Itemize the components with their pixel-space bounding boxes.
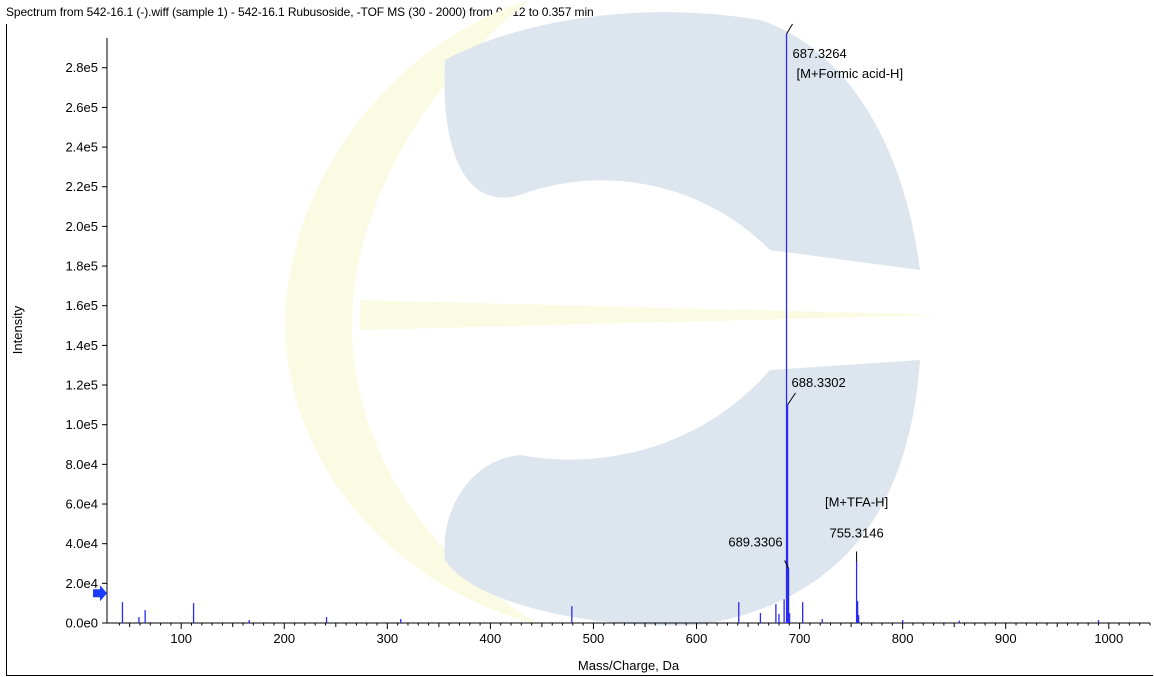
y-axis: 0.0e0 2.0e4 4.0e4 6.0e4 8.0e4 1.0e5 1.2e5 1.4e5… bbox=[65, 38, 108, 631]
annotation-leader bbox=[784, 560, 790, 569]
x-tick-label: 400 bbox=[480, 631, 502, 646]
x-tick-label: 600 bbox=[686, 631, 708, 646]
y-tick-label: 2.0e5 bbox=[65, 219, 98, 234]
y-tick-label: 1.4e5 bbox=[65, 338, 98, 353]
y-tick-label: 2.2e5 bbox=[65, 179, 98, 194]
x-tick-label: 100 bbox=[170, 631, 192, 646]
arrow-right-icon bbox=[93, 585, 107, 602]
y-tick-label: 1.2e5 bbox=[65, 378, 98, 393]
peak-sublabel: [M+TFA-H] bbox=[825, 495, 888, 510]
y-axis-label: Intensity bbox=[10, 305, 25, 354]
x-tick-label: 800 bbox=[892, 631, 914, 646]
y-tick-label: 2.4e5 bbox=[65, 140, 98, 155]
watermark-yellow-beam bbox=[360, 300, 945, 330]
peak-label: 755.3146 bbox=[829, 526, 883, 541]
peak-annotations: 687.3264 [M+Formic acid-H] 688.3302 689.330… bbox=[728, 23, 904, 569]
x-tick-label: 900 bbox=[995, 631, 1017, 646]
peak-label: 688.3302 bbox=[792, 375, 846, 390]
annotation-leader bbox=[786, 23, 793, 35]
watermark-yellow-shape bbox=[285, 0, 540, 625]
chart-frame bbox=[6, 24, 1153, 676]
x-tick-label: 700 bbox=[789, 631, 811, 646]
x-tick-label: 300 bbox=[376, 631, 398, 646]
peak-sublabel: [M+Formic acid-H] bbox=[797, 66, 904, 81]
chart-title: Spectrum from 542-16.1 (-).wiff (sample … bbox=[6, 5, 594, 19]
x-axis: 100 200 300 400 500 600 700 800 900 1000 bbox=[107, 622, 1151, 646]
annotation-leader bbox=[787, 392, 796, 406]
peak-label: 687.3264 bbox=[793, 46, 847, 61]
y-tick-label: 4.0e4 bbox=[65, 536, 98, 551]
y-tick-label: 1.6e5 bbox=[65, 298, 98, 313]
watermark-blue-top bbox=[444, 12, 920, 271]
peak-label: 689.3306 bbox=[728, 534, 782, 549]
arrow-right-icon bbox=[93, 585, 107, 602]
x-axis-label: Mass/Charge, Da bbox=[578, 658, 680, 673]
x-tick-label: 200 bbox=[273, 631, 295, 646]
watermark-logo bbox=[285, 0, 945, 626]
x-tick-label: 500 bbox=[583, 631, 605, 646]
x-tick-label: 1000 bbox=[1094, 631, 1123, 646]
y-tick-label: 2.6e5 bbox=[65, 100, 98, 115]
watermark-blue-bottom bbox=[444, 360, 920, 626]
peaks-series bbox=[121, 34, 1100, 623]
y-tick-label: 2.0e4 bbox=[65, 576, 98, 591]
y-tick-label: 6.0e4 bbox=[65, 497, 98, 512]
y-tick-label: 1.8e5 bbox=[65, 259, 98, 274]
y-tick-label: 8.0e4 bbox=[65, 457, 98, 472]
y-tick-label: 0.0e0 bbox=[65, 616, 98, 631]
y-tick-label: 1.0e5 bbox=[65, 417, 98, 432]
y-tick-label: 2.8e5 bbox=[65, 60, 98, 75]
